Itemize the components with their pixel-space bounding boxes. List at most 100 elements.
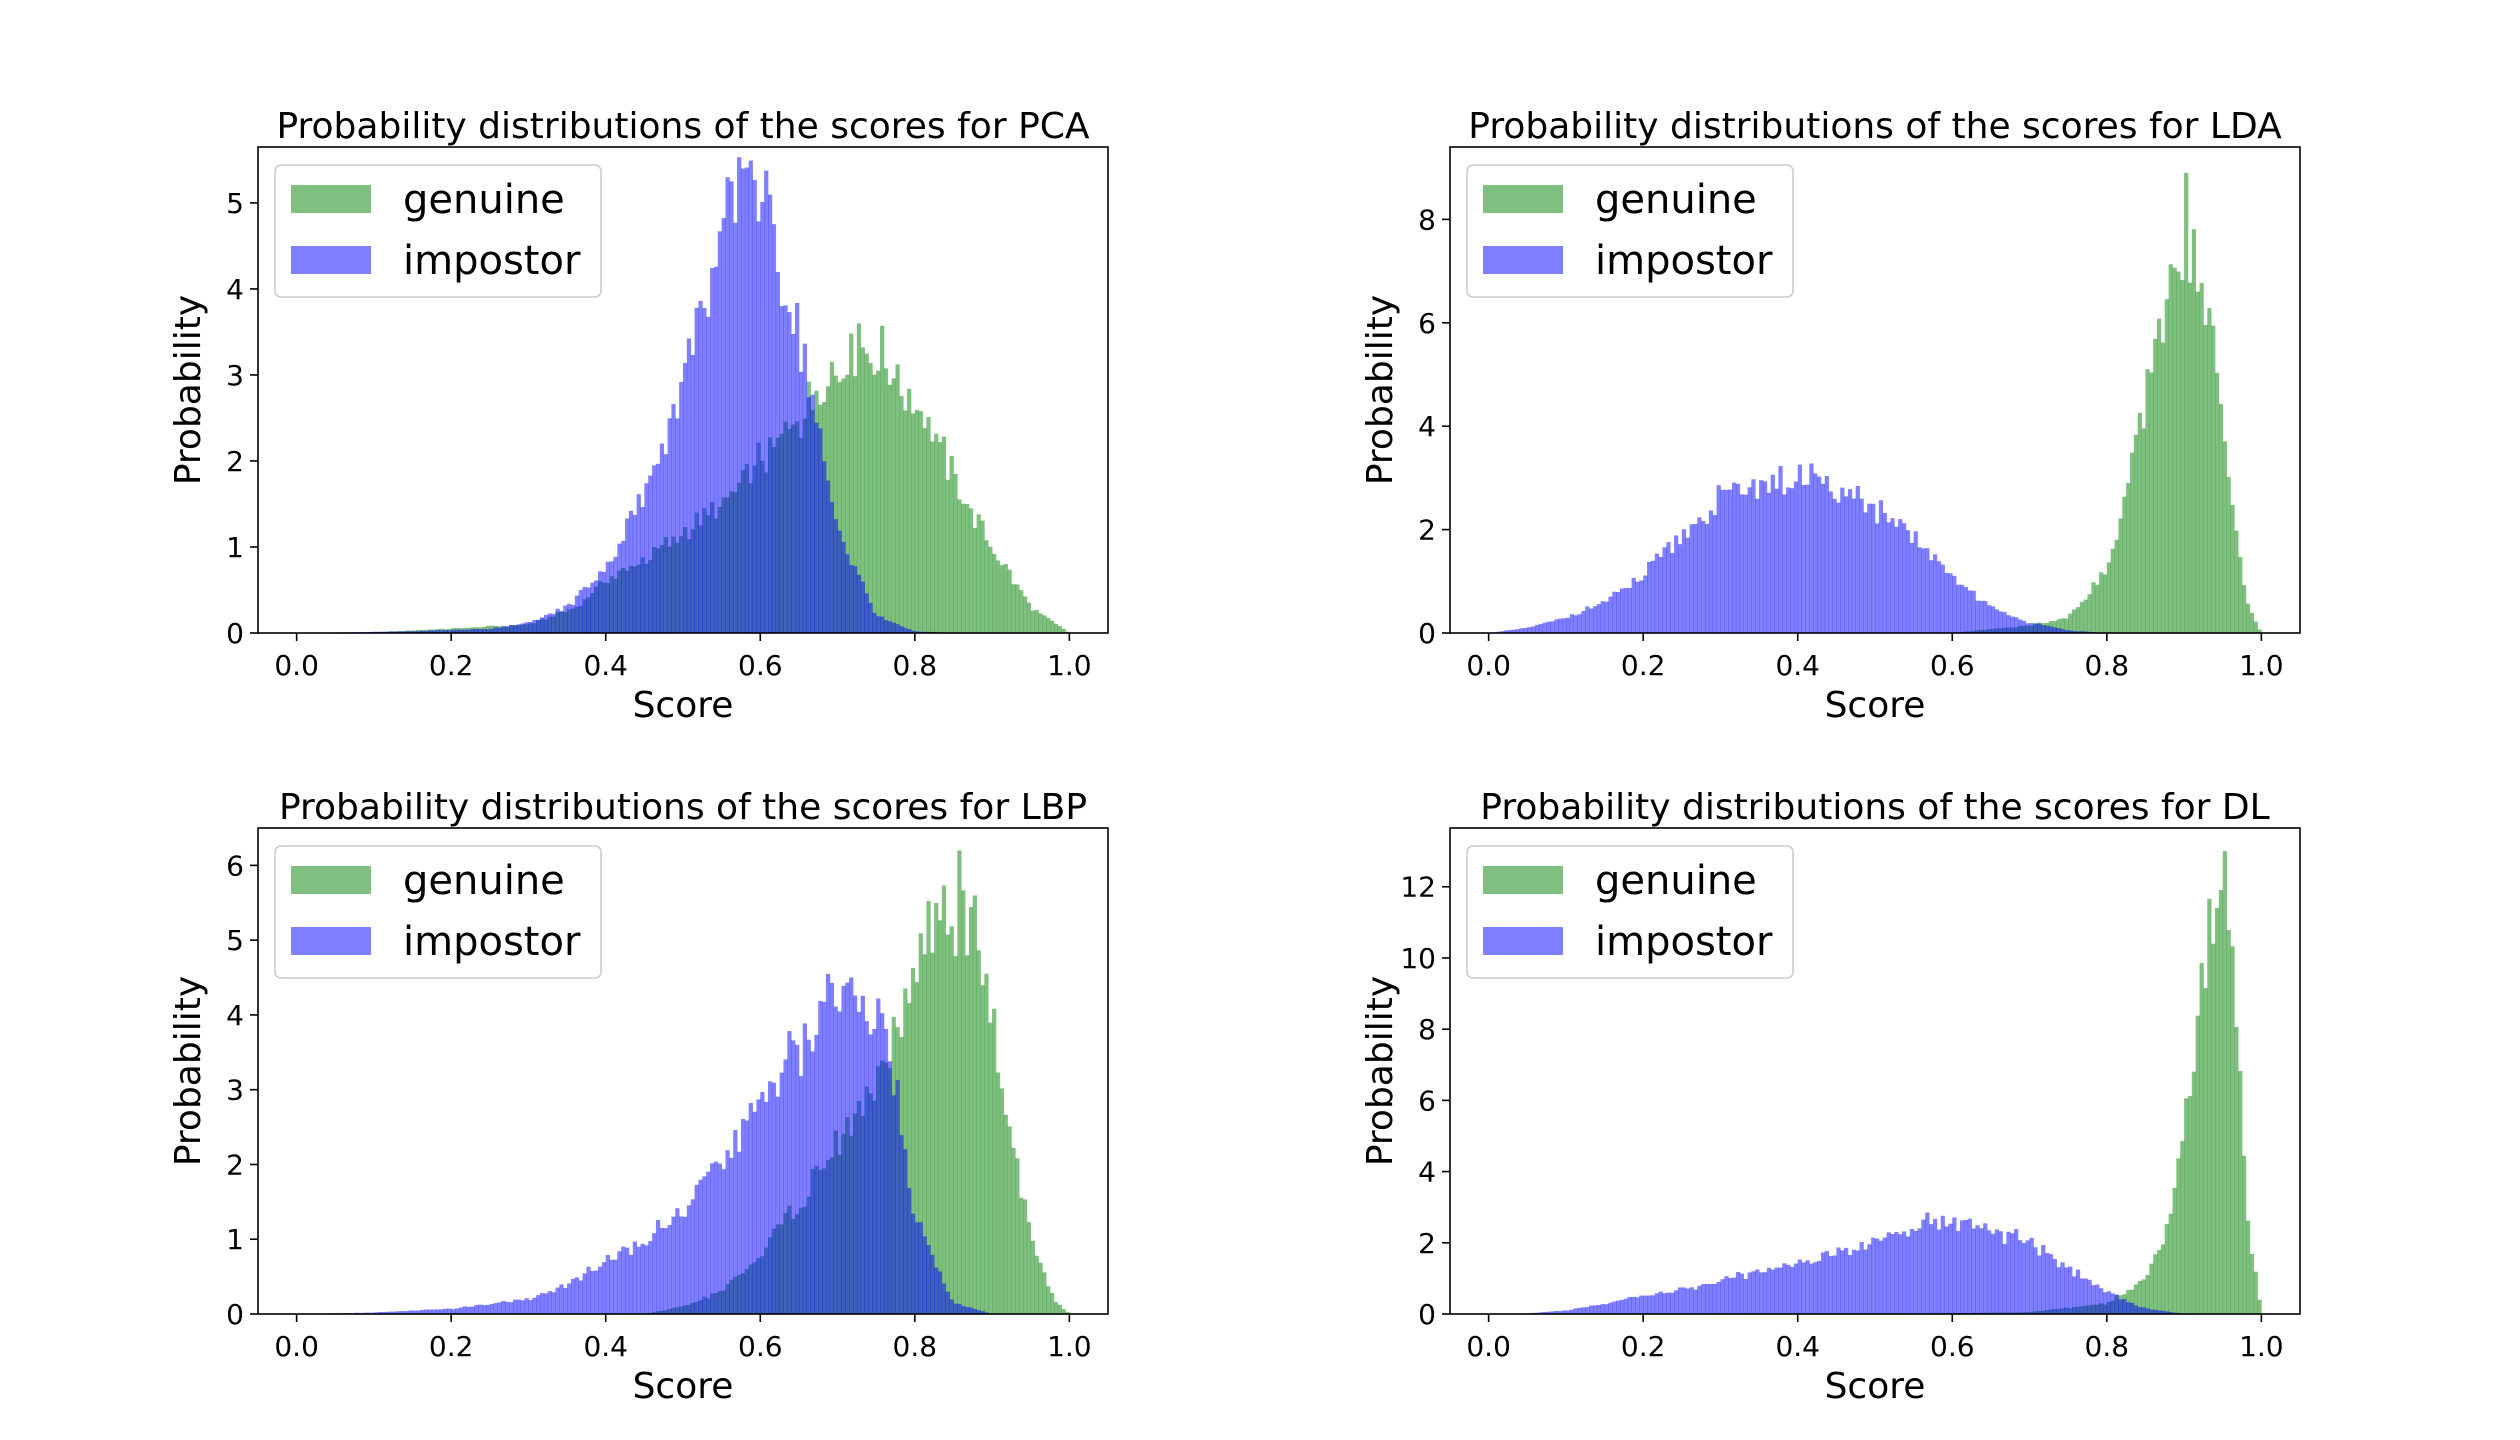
histogram-bar (2207, 308, 2212, 633)
histogram-bar (1979, 600, 1984, 633)
histogram-bar (1046, 618, 1051, 633)
histogram-bar (961, 503, 966, 633)
histogram-bar (2006, 615, 2011, 633)
histogram-bar (1859, 1242, 1864, 1314)
histogram-bar (1728, 489, 1733, 633)
histogram-bar (841, 541, 846, 633)
histogram-bar (798, 1076, 804, 1314)
histogram-bar (1878, 1240, 1884, 1314)
histogram-bar (1747, 487, 1752, 633)
histogram-bar (787, 1031, 792, 1314)
histogram-bar (787, 312, 792, 633)
histogram-bar (516, 624, 522, 633)
histogram-bar (1817, 1260, 1822, 1314)
histogram-bar (1720, 489, 1725, 633)
histogram-bar (2215, 372, 2220, 633)
histogram-bar (1019, 1197, 1024, 1314)
histogram-bar (1975, 600, 1980, 633)
histogram-bar (961, 890, 966, 1314)
histogram-bar (652, 465, 657, 633)
histogram-bar (644, 1245, 649, 1314)
histogram-bar (470, 629, 475, 633)
histogram-bar (2083, 1278, 2088, 1314)
x-tick-label: 0.4 (583, 1330, 628, 1363)
histogram-bar (1979, 1228, 1984, 1314)
axes-frame (257, 827, 1109, 1315)
histogram-bar (2126, 1302, 2131, 1314)
x-tick-label: 0.4 (1775, 1330, 1820, 1363)
histogram-bar (1026, 602, 1032, 633)
histogram-bar (524, 1298, 529, 1314)
histogram-bar (1987, 1230, 1992, 1314)
histogram-bar (590, 1270, 595, 1314)
histogram-bar (2072, 609, 2077, 633)
histogram-bar (2021, 620, 2027, 633)
histogram-bar (2245, 1220, 2251, 1314)
histogram-bar (887, 384, 892, 633)
histogram-bar (2087, 1279, 2092, 1314)
histogram-bar (713, 1161, 719, 1314)
histogram-bar (1038, 1262, 1043, 1314)
histogram-bar (1840, 1250, 1845, 1314)
histogram-bar (914, 631, 920, 633)
histogram-bar (428, 1309, 433, 1314)
histogram-bar (698, 1179, 703, 1314)
histogram-bar (2253, 1271, 2258, 1314)
histogram-bar (1751, 1271, 1756, 1314)
histogram-bar (864, 353, 869, 633)
histogram-bar (1824, 476, 1829, 633)
histogram-bar (764, 1101, 769, 1314)
histogram-bar (949, 1299, 954, 1314)
histogram-bar (849, 333, 854, 633)
histogram-bar (1538, 1312, 1544, 1314)
histogram-bar (632, 1241, 637, 1314)
histogram-bar (509, 1302, 514, 1314)
histogram-bar (806, 1039, 811, 1314)
x-tick-label: 0.8 (893, 1330, 938, 1363)
histogram-bar (849, 977, 854, 1314)
histogram-bar (2230, 504, 2235, 633)
chart-panel-1: 0.0 0.2 0.4 0.6 0.8 1.0 0 1 2 3 4 5 Probability dist… (168, 106, 1109, 726)
histogram-bar (1905, 530, 1911, 633)
histogram-bar (752, 1111, 757, 1314)
histogram-bar (965, 503, 970, 633)
histogram-bar (1890, 1234, 1895, 1314)
histogram-bar (1774, 488, 1779, 633)
histogram-bar (1585, 606, 1590, 633)
histogram-bars (1488, 851, 2262, 1314)
histogram-bar (883, 368, 889, 633)
histogram-bar (2130, 1302, 2135, 1314)
histogram-bar (462, 1306, 467, 1314)
histogram-bar (613, 1259, 618, 1314)
histogram-bar (2102, 574, 2108, 633)
histogram-bar (721, 218, 726, 634)
histogram-bar (729, 1157, 734, 1314)
histogram-bar (667, 1225, 672, 1314)
histogram-bar (2075, 1269, 2081, 1314)
y-tick-label: 8 (1418, 203, 1436, 236)
histogram-bar (663, 1228, 668, 1314)
histogram-bar (1724, 1276, 1729, 1314)
histogram-bar (1832, 1255, 1837, 1314)
histogram-bar (1631, 577, 1636, 633)
histogram-bar (667, 418, 672, 633)
histogram-bar (1743, 1278, 1748, 1314)
histogram-bar (953, 473, 958, 633)
histogram-bar (2079, 601, 2084, 633)
histogram-bar (976, 950, 981, 1314)
histogram-bar (2029, 623, 2034, 633)
histogram-bar (2160, 1310, 2166, 1314)
histogram-bar (837, 1011, 842, 1314)
histogram-bar (2149, 372, 2154, 633)
histogram-bar (598, 1266, 603, 1314)
x-tick-label: 0.6 (1930, 1330, 1975, 1363)
histogram-bars (296, 850, 1070, 1314)
histogram-bar (621, 1246, 626, 1314)
histogram-bar (1828, 1256, 1833, 1314)
histogram-bar (868, 602, 873, 633)
histogram-bar (1034, 609, 1039, 633)
histogram-bar (760, 1092, 765, 1314)
histogram-bar (1817, 476, 1822, 633)
legend-label-impostor: impostor (1595, 919, 1773, 965)
histogram-bar (791, 1040, 796, 1314)
